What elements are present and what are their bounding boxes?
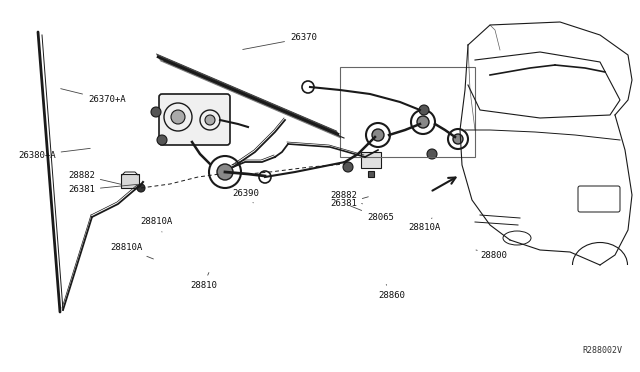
Text: 26380+A: 26380+A [18,148,90,160]
Text: 28810A: 28810A [110,244,154,259]
Bar [368,171,374,177]
Circle shape [205,115,215,125]
Circle shape [151,107,161,117]
Circle shape [343,162,353,172]
Text: 26370+A: 26370+A [61,89,125,105]
Text: 28860: 28860 [378,285,405,299]
Text: 26381: 26381 [330,197,369,208]
Text: 28882: 28882 [330,190,362,204]
Text: 28065: 28065 [351,206,394,222]
Circle shape [372,129,384,141]
Circle shape [453,134,463,144]
Bar [340,67,475,157]
Text: 26381: 26381 [68,184,138,195]
Circle shape [419,105,429,115]
Text: 26390: 26390 [232,189,259,203]
Text: 28800: 28800 [476,250,507,260]
FancyBboxPatch shape [361,152,381,168]
Text: 28810: 28810 [190,273,217,289]
Text: 28882: 28882 [68,170,122,185]
Circle shape [157,135,167,145]
FancyBboxPatch shape [121,174,139,188]
Circle shape [417,116,429,128]
Text: 28810A: 28810A [408,218,440,232]
Text: R288002V: R288002V [582,346,622,355]
FancyBboxPatch shape [159,94,230,145]
Text: 28810A: 28810A [140,218,172,232]
Circle shape [427,149,437,159]
Text: 26370: 26370 [243,33,317,49]
Circle shape [171,110,185,124]
Circle shape [137,184,145,192]
Circle shape [217,164,233,180]
